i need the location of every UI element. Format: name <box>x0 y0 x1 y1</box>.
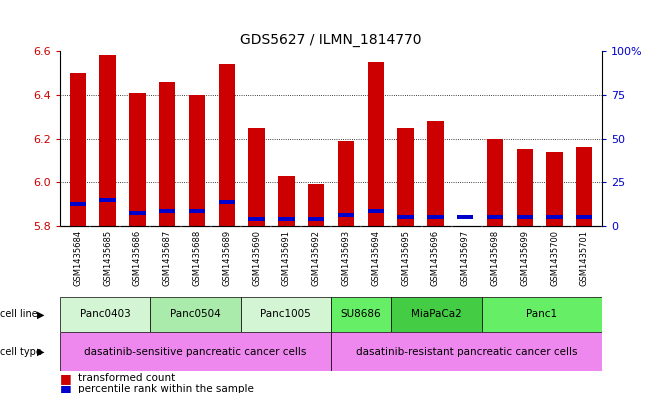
Text: Panc1005: Panc1005 <box>260 309 311 320</box>
Bar <box>397 215 414 219</box>
Text: GSM1435690: GSM1435690 <box>252 230 261 285</box>
Bar <box>338 213 354 217</box>
Bar <box>576 147 592 226</box>
FancyBboxPatch shape <box>391 297 482 332</box>
Text: cell type: cell type <box>0 347 42 357</box>
Text: percentile rank within the sample: percentile rank within the sample <box>78 384 254 393</box>
Bar <box>159 209 175 213</box>
Bar <box>516 149 533 226</box>
Bar <box>129 93 146 226</box>
Text: GSM1435695: GSM1435695 <box>401 230 410 285</box>
Text: MiaPaCa2: MiaPaCa2 <box>411 309 462 320</box>
Bar <box>546 152 562 226</box>
FancyBboxPatch shape <box>60 332 331 371</box>
FancyBboxPatch shape <box>60 297 150 332</box>
Text: GSM1435688: GSM1435688 <box>193 230 201 286</box>
Bar <box>487 215 503 219</box>
Text: GSM1435687: GSM1435687 <box>163 230 172 286</box>
FancyBboxPatch shape <box>331 297 391 332</box>
Text: GSM1435698: GSM1435698 <box>490 230 499 286</box>
Bar <box>189 209 205 213</box>
Text: GSM1435692: GSM1435692 <box>312 230 321 285</box>
Bar <box>457 215 473 219</box>
Text: ▶: ▶ <box>37 309 45 320</box>
Text: GSM1435696: GSM1435696 <box>431 230 440 286</box>
Bar <box>278 217 294 221</box>
Text: GSM1435697: GSM1435697 <box>461 230 469 286</box>
Bar <box>308 184 324 226</box>
Bar <box>457 226 473 379</box>
Bar <box>368 62 384 226</box>
Bar <box>338 141 354 226</box>
Text: GSM1435684: GSM1435684 <box>74 230 82 286</box>
Bar <box>278 176 294 226</box>
Text: GDS5627 / ILMN_1814770: GDS5627 / ILMN_1814770 <box>240 33 422 47</box>
FancyBboxPatch shape <box>482 297 602 332</box>
Text: ▶: ▶ <box>37 347 45 357</box>
Text: GSM1435686: GSM1435686 <box>133 230 142 286</box>
Text: GSM1435694: GSM1435694 <box>371 230 380 285</box>
Text: dasatinib-resistant pancreatic cancer cells: dasatinib-resistant pancreatic cancer ce… <box>356 347 577 357</box>
Bar <box>576 215 592 219</box>
FancyBboxPatch shape <box>331 332 602 371</box>
Bar <box>516 215 533 219</box>
Text: dasatinib-sensitive pancreatic cancer cells: dasatinib-sensitive pancreatic cancer ce… <box>84 347 307 357</box>
Text: Panc0403: Panc0403 <box>79 309 130 320</box>
Bar <box>427 215 443 219</box>
Text: GSM1435700: GSM1435700 <box>550 230 559 285</box>
Text: GSM1435689: GSM1435689 <box>222 230 231 286</box>
Bar <box>159 82 175 226</box>
Text: ■: ■ <box>60 382 72 393</box>
Bar <box>129 211 146 215</box>
FancyBboxPatch shape <box>150 297 241 332</box>
Bar <box>248 217 265 221</box>
Text: Panc0504: Panc0504 <box>170 309 221 320</box>
Text: cell line: cell line <box>0 309 38 320</box>
Bar <box>487 138 503 226</box>
Bar <box>397 128 414 226</box>
Bar <box>248 128 265 226</box>
Text: SU8686: SU8686 <box>341 309 381 320</box>
Text: ■: ■ <box>60 371 72 385</box>
Bar <box>100 55 116 226</box>
Bar <box>219 64 235 226</box>
Bar <box>427 121 443 226</box>
Bar <box>546 215 562 219</box>
Bar <box>308 217 324 221</box>
Text: GSM1435693: GSM1435693 <box>341 230 350 286</box>
Bar <box>100 198 116 202</box>
Text: GSM1435699: GSM1435699 <box>520 230 529 285</box>
Text: GSM1435685: GSM1435685 <box>103 230 112 286</box>
Text: GSM1435701: GSM1435701 <box>580 230 589 285</box>
Bar <box>70 73 86 226</box>
Bar <box>368 209 384 213</box>
Bar <box>219 200 235 204</box>
Bar <box>70 202 86 206</box>
Bar <box>189 95 205 226</box>
FancyBboxPatch shape <box>241 297 331 332</box>
Text: transformed count: transformed count <box>78 373 175 383</box>
Text: Panc1: Panc1 <box>527 309 557 320</box>
Text: GSM1435691: GSM1435691 <box>282 230 291 285</box>
